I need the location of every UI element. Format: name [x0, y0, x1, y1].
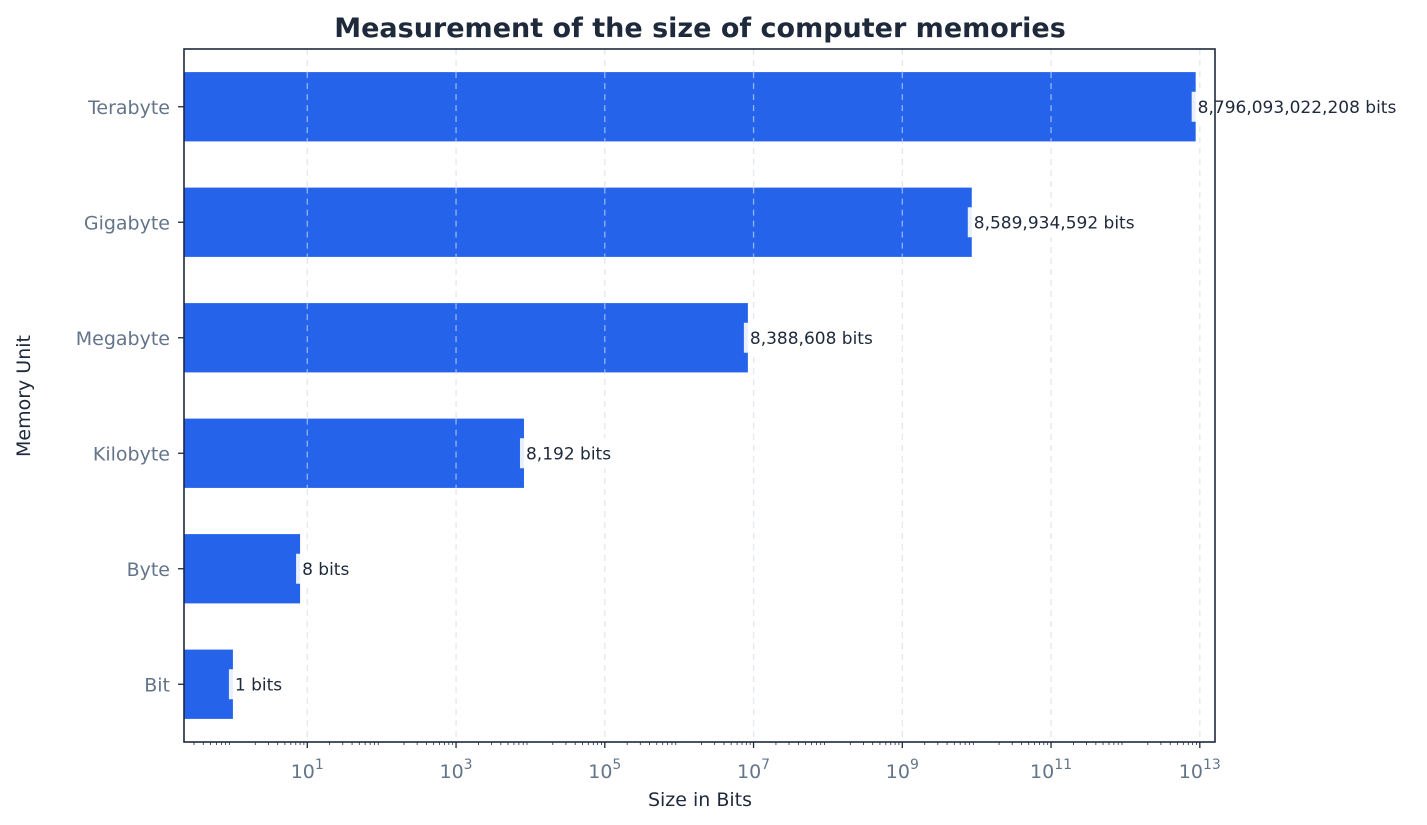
bar-terabyte: [184, 72, 1196, 142]
x-tick-label: 101: [291, 757, 324, 783]
y-tick-label: Terabyte: [87, 97, 170, 119]
plot-frame: [183, 48, 1216, 743]
x-tick-label: 105: [588, 757, 621, 783]
y-tick-label: Gigabyte: [84, 212, 170, 234]
x-tick-label: 107: [737, 757, 770, 783]
data-label: 8,589,934,592 bits: [974, 213, 1135, 233]
y-tick-label: Megabyte: [76, 328, 170, 350]
bar-bit: [184, 649, 233, 719]
x-tick-labels: 101 103 105 107 109 1011 1013: [193, 742, 1221, 783]
y-tick-label: Bit: [144, 674, 170, 696]
data-label: 8,192 bits: [526, 444, 611, 464]
data-label-background: [228, 669, 297, 700]
y-tick-label: Kilobyte: [93, 443, 170, 465]
x-tick-label: 1013: [1179, 757, 1221, 783]
data-label-background: [743, 322, 895, 353]
x-tick-label: 109: [886, 757, 919, 783]
bar-byte: [184, 534, 301, 604]
grid-layer: [306, 49, 1201, 742]
bar-kilobyte: [184, 418, 524, 488]
y-tick-labels: Bit Byte Kilobyte Megabyte Gigabyte Terabyte: [76, 97, 184, 696]
chart-title: Measurement of the size of computer memo…: [334, 13, 1066, 44]
x-tick-label: 1011: [1030, 757, 1072, 783]
y-axis-label: Memory Unit: [13, 335, 35, 457]
data-label-background: [296, 553, 364, 584]
bar-gigabyte: [184, 187, 972, 257]
data-labels-layer: 1 bits 8 bits 8,192 bits 8,388,608 bits 8,58…: [228, 72, 1425, 700]
bars-layer: [184, 72, 1196, 719]
data-label: 8,388,608 bits: [750, 329, 873, 349]
x-axis-label: Size in Bits: [648, 789, 752, 811]
data-label-background: [1191, 91, 1425, 122]
data-label: 1 bits: [235, 675, 282, 695]
data-label: 8,796,093,022,208 bits: [1198, 98, 1397, 118]
y-tick-label: Byte: [127, 559, 170, 581]
data-label-background: [967, 207, 1160, 238]
data-label-background: [519, 438, 629, 469]
x-tick-label: 103: [439, 757, 472, 783]
bar-megabyte: [184, 303, 748, 373]
data-label: 8 bits: [302, 560, 349, 580]
